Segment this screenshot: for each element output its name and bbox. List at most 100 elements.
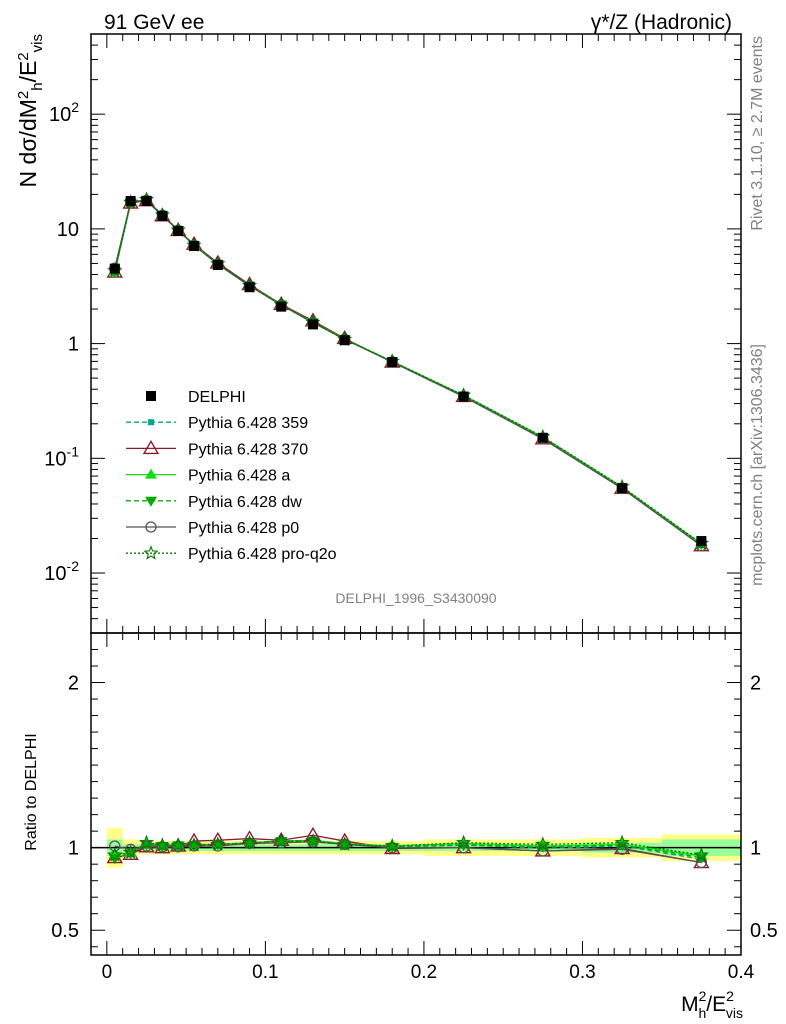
main-y-axis-label: N dσ/dM2h/E2vis [15, 34, 46, 187]
main-y-tick-label: 10 [57, 219, 79, 241]
ratio-y-tick-label: 1 [68, 838, 79, 860]
ratio-point [337, 836, 353, 851]
legend-label: Pythia 6.428 a [188, 468, 290, 485]
data-point [189, 240, 200, 251]
data-point [173, 225, 184, 236]
data-point [141, 196, 152, 207]
data-point [458, 391, 469, 402]
legend-label: DELPHI [188, 389, 246, 406]
x-tick-label: 0.2 [411, 962, 437, 983]
data-point [307, 319, 318, 330]
legend: DELPHI Pythia 6.428 359 Pythia 6.428 370 Py… [126, 389, 337, 563]
ratio-point [693, 847, 709, 862]
analysis-watermark: DELPHI_1996_S3430090 [335, 590, 496, 606]
ratio-plot-panel: 0 0.1 0.2 0.3 0.4 0.5 0.5 1 1 2 2 [51, 632, 778, 983]
legend-marker [145, 496, 157, 507]
ratio-point [457, 842, 470, 854]
data-point [696, 536, 707, 547]
ratio-y-tick-label: 2 [68, 673, 79, 695]
ratio-point [172, 841, 184, 853]
ratio-point [243, 838, 256, 849]
data-point [125, 196, 136, 207]
data-point [157, 210, 168, 221]
legend-label: Pythia 6.428 p0 [188, 520, 299, 537]
ratio-y-tick-label-right: 2 [750, 673, 761, 695]
ratio-point [307, 836, 319, 848]
ratio-point [614, 834, 630, 850]
ratio-frame [90, 632, 742, 956]
legend-marker [146, 391, 156, 401]
ratio-point [243, 837, 256, 850]
data-point [387, 357, 398, 368]
ratio-point [535, 836, 551, 851]
ratio-point [275, 837, 287, 849]
ratio-y-tick-label: 0.5 [51, 920, 79, 942]
top-left-title: 91 GeV ee [104, 11, 204, 34]
x-tick-label: 0.4 [728, 962, 755, 983]
data-point [617, 483, 628, 494]
x-axis-label: M2 h/E2 vis [681, 988, 743, 1021]
ratio-series-line [114, 841, 702, 864]
ratio-point [154, 837, 170, 852]
ratio-y-axis-label: Ratio to DELPHI [23, 733, 40, 850]
ratio-point [188, 840, 200, 852]
ratio-point [616, 843, 628, 855]
legend-label: Pythia 6.428 370 [188, 441, 308, 458]
ratio-point [140, 840, 153, 852]
legend-marker [148, 419, 154, 426]
x-tick-label: 0.1 [252, 962, 278, 983]
legend-marker [143, 545, 159, 560]
ratio-point [384, 837, 400, 853]
ratio-point [338, 840, 351, 851]
main-y-tick-label: 10-2 [44, 558, 79, 585]
main-frame [90, 33, 742, 634]
series-line [114, 198, 702, 544]
ratio-point [123, 844, 139, 860]
ratio-series-line [114, 840, 702, 856]
ratio-point [156, 841, 168, 853]
main-y-tick-label: 102 [49, 99, 79, 126]
mcplots-label: mcplots.cern.ch [arXiv:1306.3436] [749, 344, 766, 586]
series-line [114, 198, 702, 545]
ratio-point [273, 833, 289, 848]
main-y-tick-label: 10-1 [44, 443, 79, 470]
ratio-point [107, 847, 123, 862]
main-plot-panel: 10-2 10-1 1 10 102 [44, 33, 742, 634]
legend-label: Pythia 6.428 dw [188, 494, 302, 511]
legend-marker [145, 521, 157, 533]
data-point [276, 301, 287, 312]
legend-marker [145, 468, 157, 479]
data-point [339, 335, 350, 346]
x-tick-label: 0.3 [569, 962, 595, 983]
ratio-point [537, 845, 549, 857]
ratio-point [156, 842, 169, 853]
legend-label: Pythia 6.428 pro-q2o [188, 546, 337, 563]
ratio-point [109, 840, 121, 852]
ratio-point [138, 834, 155, 850]
ratio-point [210, 836, 226, 851]
ratio-point [305, 833, 321, 848]
ratio-point [124, 843, 137, 855]
data-point [537, 432, 548, 443]
data-point [244, 282, 255, 293]
rivet-label: Rivet 3.1.10, ≥ 2.7M events [749, 36, 766, 231]
main-y-tick-label: 1 [68, 334, 79, 356]
legend-marker [142, 440, 160, 455]
ratio-point [241, 834, 258, 850]
x-tick-label: 0 [102, 962, 113, 983]
ratio-point [386, 842, 398, 854]
ratio-y-tick-label-right: 0.5 [750, 920, 778, 942]
ratio-point [306, 837, 319, 848]
ratio-point [188, 841, 201, 852]
legend-label: Pythia 6.428 359 [188, 415, 308, 432]
data-point [109, 263, 120, 274]
ratio-point [186, 837, 202, 852]
top-right-title: γ*/Z (Hadronic) [591, 11, 732, 34]
ratio-y-tick-label-right: 1 [750, 838, 761, 860]
ratio-point [455, 834, 472, 850]
data-point [212, 259, 223, 270]
ratio-point [386, 842, 399, 853]
ratio-point [170, 837, 186, 852]
ratio-point [212, 840, 224, 852]
